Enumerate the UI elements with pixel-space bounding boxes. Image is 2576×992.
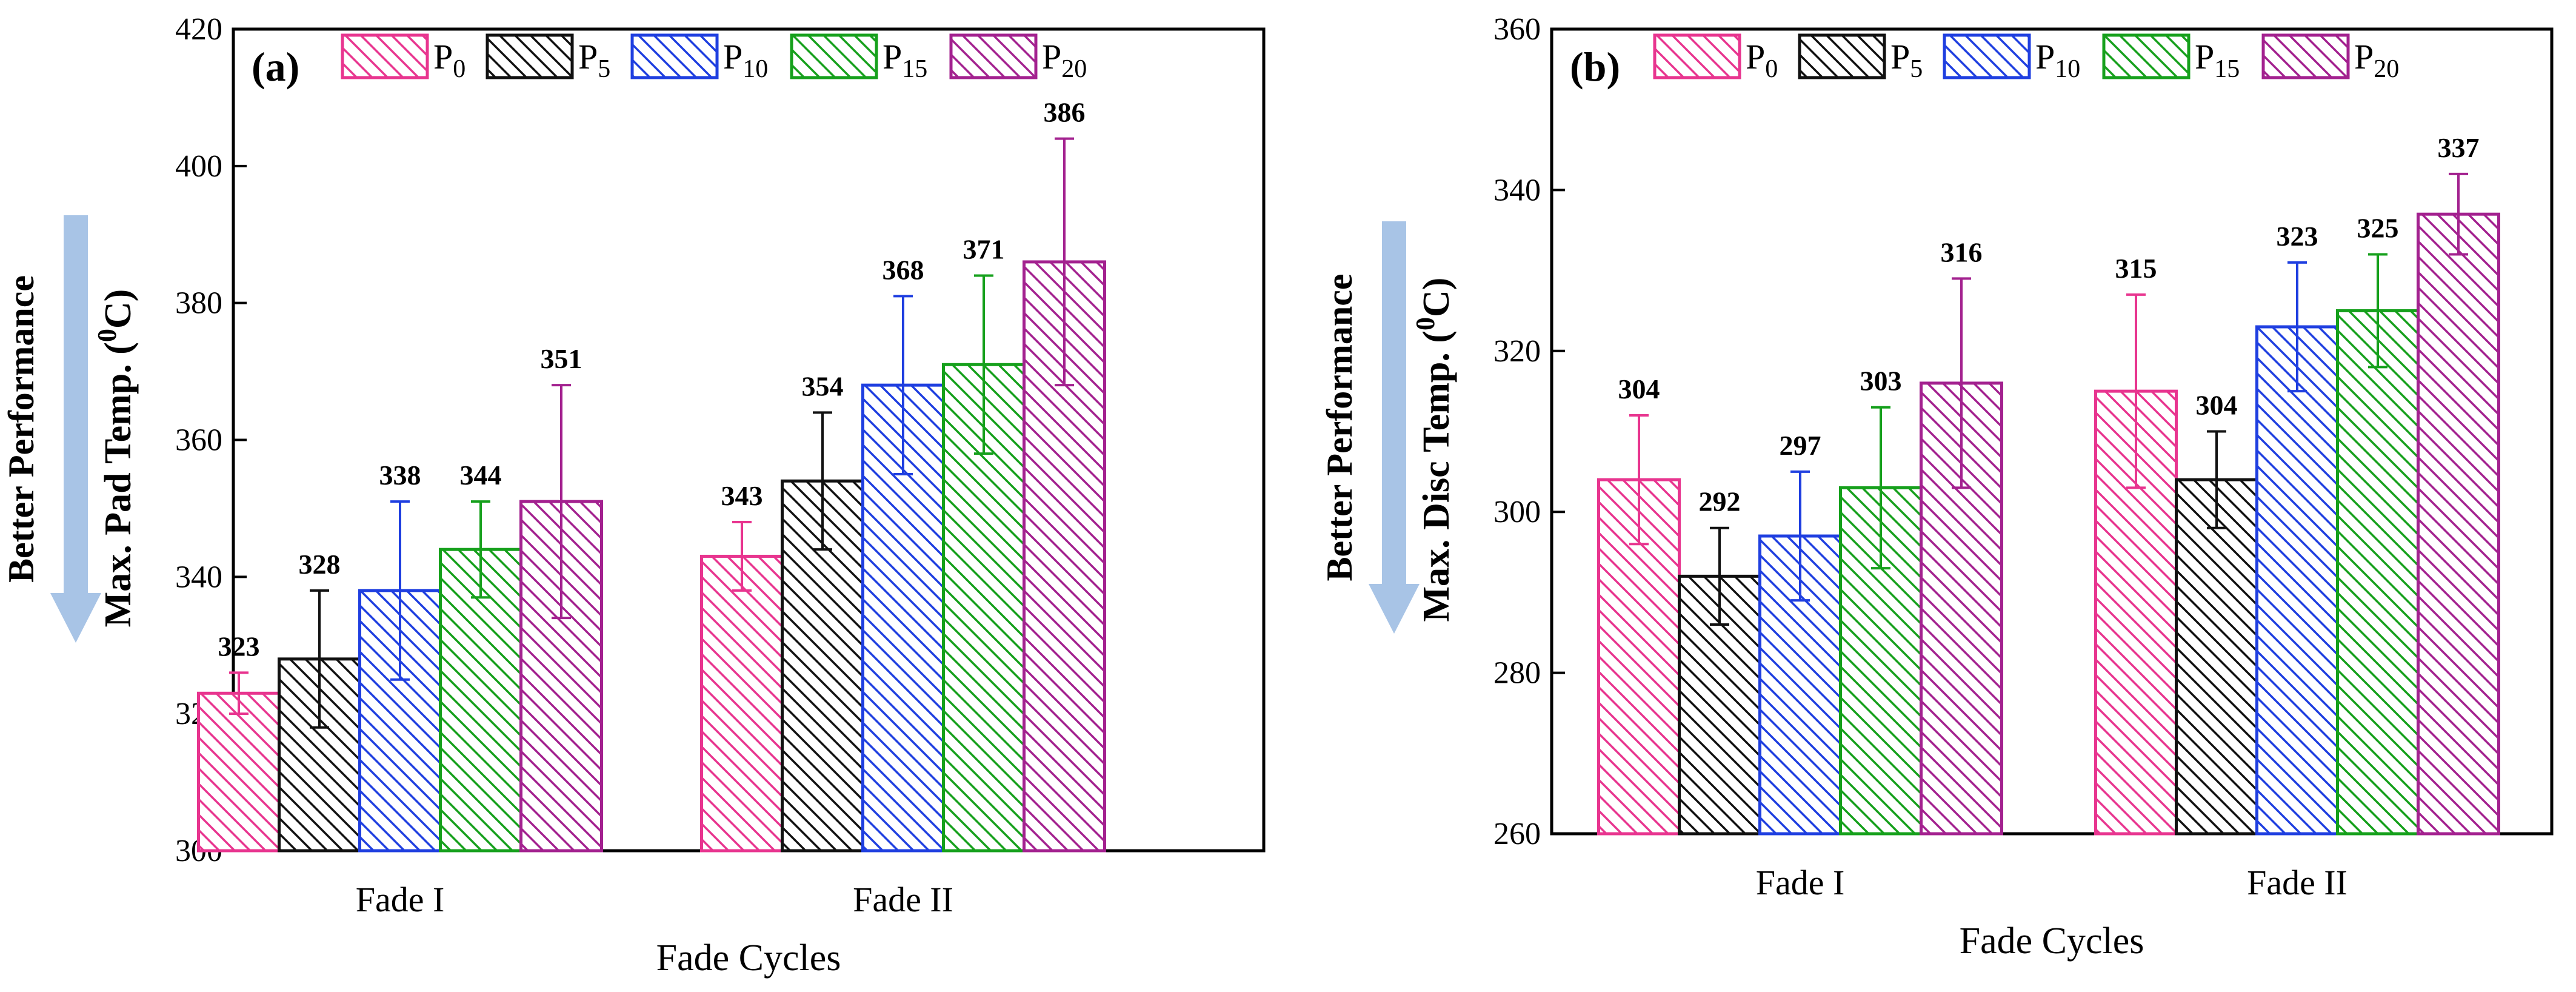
data-label: 323 <box>2277 221 2318 252</box>
data-label: 344 <box>460 460 502 491</box>
panel-label-b: (b) <box>1570 44 1620 90</box>
legend-swatch-p15 <box>2102 33 2191 79</box>
bar-p0-fade-2 <box>700 554 784 853</box>
data-label: 303 <box>1860 366 1902 397</box>
better-performance-label: Better Performance <box>1320 274 1360 581</box>
y-tick-label: 400 <box>175 149 222 184</box>
chart-panel-b: 260 280 300 320 340 360 Fade I Fade II 304 315 292… <box>1320 12 2554 962</box>
data-label: 323 <box>218 631 260 662</box>
data-label: 328 <box>299 549 341 580</box>
y-tick-label: 360 <box>1493 12 1541 47</box>
x-axis-label: Fade Cycles <box>1960 920 2144 962</box>
y-axis-label: Max. Pad Temp. (0C) <box>92 289 139 628</box>
data-label: 325 <box>2357 213 2399 244</box>
legend-label-p5: P5 <box>578 37 610 83</box>
y-tick-label: 300 <box>1493 495 1541 529</box>
data-label: 297 <box>1780 430 1821 461</box>
legend-swatch-p5 <box>486 33 574 79</box>
legend-swatch-p5 <box>1798 33 1886 79</box>
y-tick-label: 420 <box>175 12 222 47</box>
legend-swatch-p0 <box>341 33 429 79</box>
x-category-label: Fade II <box>853 880 953 919</box>
data-label: 304 <box>1618 374 1660 404</box>
legend-swatch-p10 <box>630 33 719 79</box>
bar-p15-fade-1 <box>439 548 522 853</box>
legend-label-p20: P20 <box>2354 37 2399 83</box>
legend-label-p15: P15 <box>883 37 927 83</box>
legend-label-p10: P10 <box>723 37 768 83</box>
y-tick-label: 320 <box>1493 334 1541 369</box>
y-tick-label: 340 <box>1493 173 1541 207</box>
legend-label-p0: P0 <box>1746 37 1778 83</box>
panel-label-a: (a) <box>252 44 299 90</box>
legend-swatch-p15 <box>790 33 878 79</box>
y-tick-label: 380 <box>175 286 222 321</box>
plot-frame-b <box>1550 27 2554 836</box>
data-label: 292 <box>1699 486 1741 517</box>
y-axis-label: Max. Disc Temp. (0C) <box>1410 278 1457 622</box>
y-tick-label: 260 <box>1493 817 1541 851</box>
legend-swatch-p20 <box>2261 33 2350 79</box>
legend-swatch-p20 <box>949 33 1038 79</box>
legend-label-p5: P5 <box>1890 37 1923 83</box>
data-label: 316 <box>1941 236 1983 267</box>
legend-swatch-p10 <box>1943 33 2031 79</box>
down-arrow-head <box>1369 584 1420 634</box>
data-label: 351 <box>541 343 582 374</box>
legend-label-p10: P10 <box>2035 37 2080 83</box>
data-label: 338 <box>379 460 421 491</box>
data-label: 354 <box>802 370 844 401</box>
bar-p0-fade-1 <box>197 691 281 853</box>
legend-a: P0 P5 P10 P15 P20 <box>341 33 1087 83</box>
down-arrow-head <box>50 593 101 643</box>
data-label: 386 <box>1044 97 1086 128</box>
y-tick-label: 280 <box>1493 656 1541 691</box>
y-tick-label: 360 <box>175 423 222 458</box>
data-label: 315 <box>2115 253 2157 284</box>
x-axis-label: Fade Cycles <box>656 937 841 979</box>
x-category-label: Fade II <box>2247 863 2347 902</box>
data-label: 304 <box>2196 390 2238 421</box>
legend-label-p0: P0 <box>433 37 465 83</box>
better-performance-label: Better Performance <box>1 275 41 583</box>
legend-label-p20: P20 <box>1042 37 1087 83</box>
data-label: 337 <box>2438 132 2480 163</box>
down-arrow-icon <box>1382 221 1406 585</box>
bar-p20-fade-2 <box>2417 212 2500 836</box>
data-label: 368 <box>883 254 924 285</box>
bar-p10-fade-2 <box>2255 325 2339 836</box>
legend-swatch-p0 <box>1653 33 1741 79</box>
x-category-label: Fade I <box>1756 863 1845 902</box>
bar-p15-fade-2 <box>2336 309 2420 836</box>
y-tick-label: 340 <box>175 560 222 594</box>
legend-label-p15: P15 <box>2195 37 2240 83</box>
data-label: 343 <box>721 480 763 511</box>
x-category-label: Fade I <box>356 880 445 919</box>
bar-p5-fade-2 <box>2175 478 2258 836</box>
down-arrow-icon <box>64 215 88 594</box>
legend-b: P0 P5 P10 P15 P20 <box>1653 33 2399 83</box>
data-label: 371 <box>963 234 1005 265</box>
